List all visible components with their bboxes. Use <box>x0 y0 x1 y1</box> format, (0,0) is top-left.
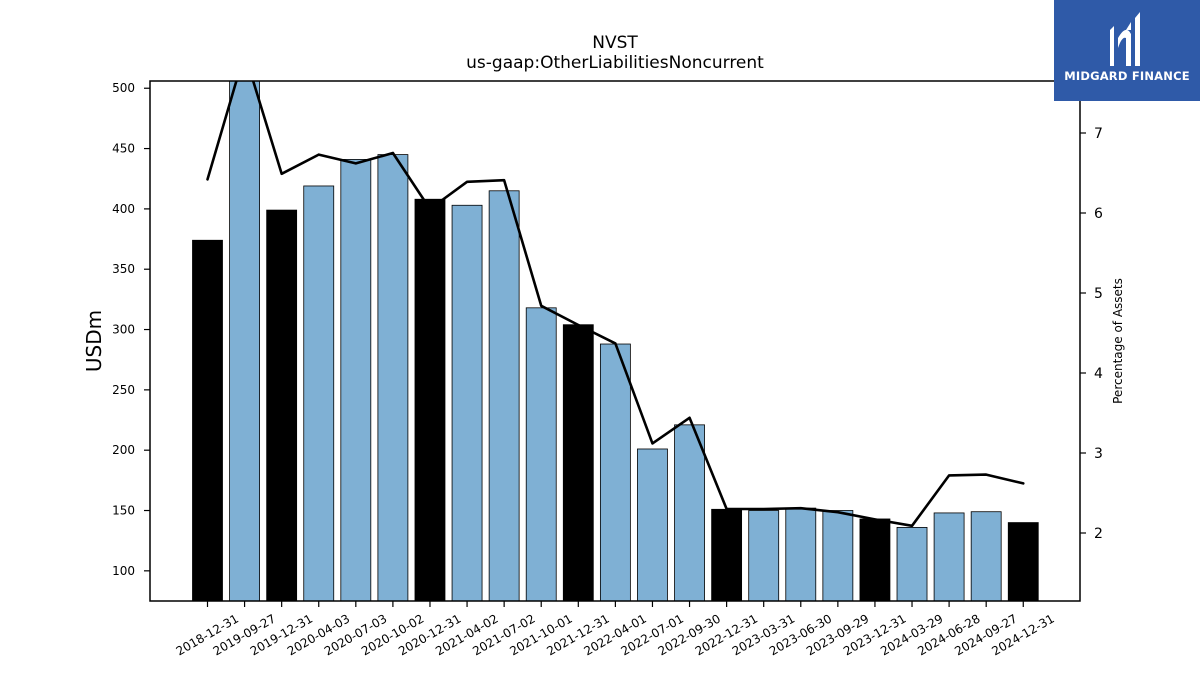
chart-title: NVST <box>592 33 638 53</box>
y-tick-label: 200 <box>112 443 135 457</box>
bar-2022-12-31 <box>711 508 743 601</box>
axes-group: 1001502002503003504004505002345672018-12… <box>112 80 1103 658</box>
bar-2021-12-31 <box>562 324 594 601</box>
y2-tick-label: 3 <box>1094 446 1103 462</box>
y-tick-label: 250 <box>112 383 135 397</box>
bar-2023-06-30 <box>785 507 817 601</box>
y2-axis-label: Percentage of Assets <box>1111 278 1125 404</box>
bar-2024-03-29 <box>896 527 928 601</box>
line-group <box>206 81 1025 528</box>
bar-2020-12-31 <box>414 198 446 601</box>
bar-2022-04-01 <box>599 343 631 601</box>
bar-2021-10-01 <box>525 307 557 601</box>
y2-tick-label: 4 <box>1094 366 1103 382</box>
bar-2023-09-29 <box>822 510 854 601</box>
logo-text: MIDGARD FINANCE <box>1064 69 1190 83</box>
y2-tick-label: 2 <box>1094 526 1103 542</box>
bar-2020-07-03 <box>340 159 372 601</box>
y2-tick-label: 6 <box>1094 206 1103 222</box>
y-tick-label: 100 <box>112 564 135 578</box>
bar-2019-12-31 <box>266 209 298 601</box>
y-tick-label: 500 <box>112 81 135 95</box>
bar-2024-12-31 <box>1007 522 1039 601</box>
percentage-line <box>206 81 1025 528</box>
bar-2018-12-31 <box>192 239 223 601</box>
bar-2024-06-28 <box>933 512 965 601</box>
y-tick-label: 400 <box>112 202 135 216</box>
bar-2023-12-31 <box>859 518 891 601</box>
y-tick-label: 350 <box>112 262 135 276</box>
brand-logo: MIDGARD FINANCE <box>1054 0 1200 101</box>
bar-2019-09-27 <box>229 81 260 601</box>
chart-subtitle: us-gaap:OtherLiabilitiesNoncurrent <box>466 53 764 73</box>
y2-tick-label: 7 <box>1094 126 1103 142</box>
y-tick-label: 450 <box>112 142 135 156</box>
y-tick-label: 300 <box>112 323 135 337</box>
y2-tick-label: 5 <box>1094 286 1103 302</box>
bar-2021-04-02 <box>451 204 483 601</box>
bar-2021-07-02 <box>488 190 520 601</box>
bar-2023-03-31 <box>748 510 780 601</box>
bar-2024-09-27 <box>970 511 1002 601</box>
bars-group <box>192 81 1039 601</box>
y-tick-label: 150 <box>112 504 135 518</box>
y-axis-label: USDm <box>82 310 106 372</box>
bar-2022-09-30 <box>674 424 705 601</box>
bar-2020-04-03 <box>303 185 335 601</box>
logo-mark-icon <box>1110 12 1140 66</box>
bar-2022-07-01 <box>637 448 668 601</box>
bar-2020-10-02 <box>377 154 409 601</box>
